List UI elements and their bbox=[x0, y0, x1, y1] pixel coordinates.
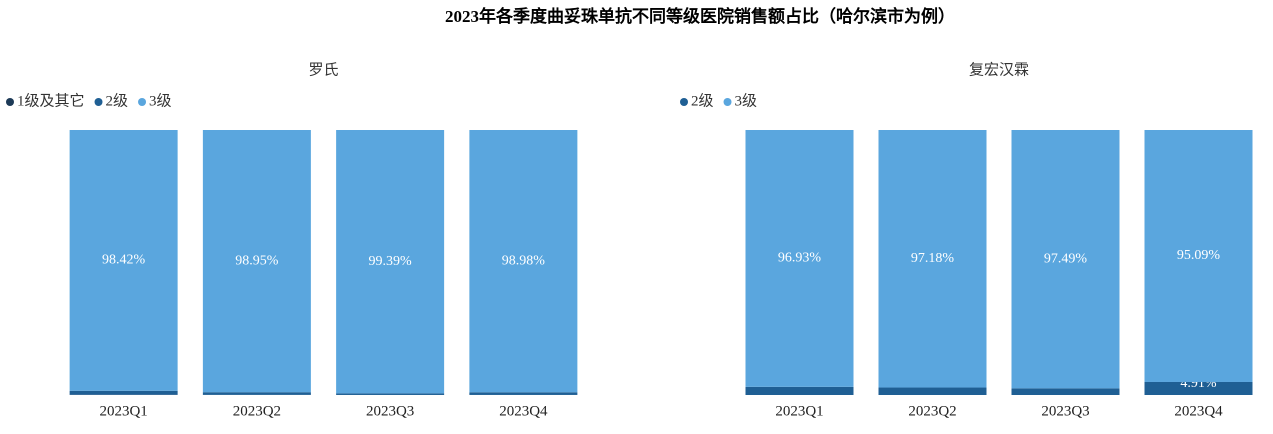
legend-marker bbox=[138, 98, 147, 106]
data-label: 98.95% bbox=[235, 253, 279, 268]
bar-segment bbox=[202, 130, 311, 393]
bar-segment bbox=[878, 130, 987, 388]
legend-marker bbox=[680, 98, 688, 106]
x-tick-label: 2023Q1 bbox=[99, 403, 147, 419]
bar-segment bbox=[745, 130, 854, 387]
legend-marker bbox=[94, 98, 103, 106]
bar-segment bbox=[469, 392, 578, 395]
x-tick-label: 2023Q3 bbox=[366, 403, 414, 419]
x-tick-label: 2023Q4 bbox=[1174, 403, 1223, 419]
legend-marker bbox=[723, 98, 732, 106]
legend-label: 3级 bbox=[735, 92, 758, 109]
data-label: 98.42% bbox=[102, 253, 146, 268]
legend-label: 3级 bbox=[149, 92, 172, 109]
data-label: 98.98% bbox=[502, 253, 546, 268]
bar-segment bbox=[469, 130, 578, 393]
legend-marker bbox=[6, 98, 14, 106]
legend-label: 2级 bbox=[106, 92, 129, 109]
data-label: 95.09% bbox=[1177, 248, 1221, 263]
bar-segment bbox=[745, 386, 854, 395]
bar-segment bbox=[69, 130, 178, 391]
chart-title: 罗氏 bbox=[308, 61, 338, 78]
bar-segment bbox=[336, 130, 445, 394]
bar-segment bbox=[1011, 130, 1120, 389]
data-label: 97.18% bbox=[911, 251, 955, 266]
chart-title: 复宏汉霖 bbox=[969, 60, 1029, 78]
x-tick-label: 2023Q2 bbox=[233, 403, 281, 419]
bar-segment bbox=[1144, 381, 1253, 395]
bar-segment bbox=[202, 392, 311, 395]
x-tick-label: 2023Q4 bbox=[499, 403, 548, 419]
bar-segment bbox=[878, 387, 987, 395]
bar-segment bbox=[1011, 388, 1120, 395]
bar-segment bbox=[1144, 130, 1253, 382]
x-tick-label: 2023Q1 bbox=[775, 403, 823, 419]
x-tick-label: 2023Q2 bbox=[908, 403, 956, 419]
legend-label: 2级 bbox=[691, 92, 714, 109]
data-label: 96.93% bbox=[778, 251, 822, 266]
bar-segment bbox=[69, 390, 178, 395]
bar-segment bbox=[336, 393, 445, 395]
main-title: 2023年各季度曲妥珠单抗不同等级医院销售额占比（哈尔滨市为例） bbox=[445, 6, 955, 26]
x-tick-label: 2023Q3 bbox=[1041, 403, 1089, 419]
data-label: 99.39% bbox=[369, 254, 413, 269]
data-label: 97.49% bbox=[1044, 251, 1088, 266]
legend-label: 1级及其它 bbox=[17, 91, 85, 109]
